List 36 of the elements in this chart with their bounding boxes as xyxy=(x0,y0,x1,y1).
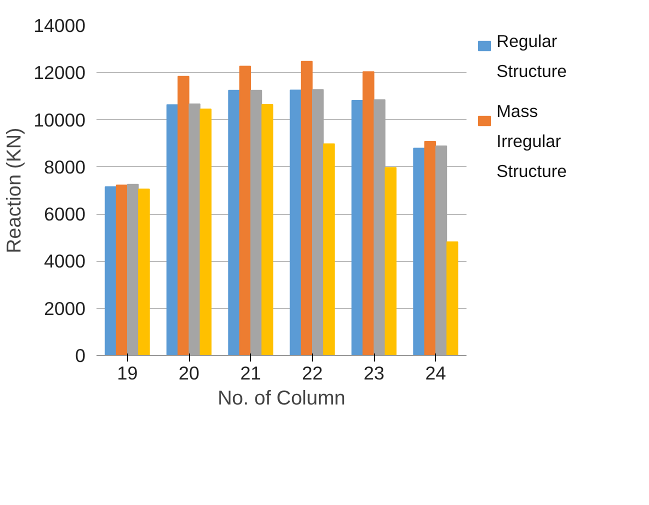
x-tick-label: 20 xyxy=(178,362,200,384)
bar xyxy=(116,184,128,356)
x-tick-label: 24 xyxy=(425,362,446,384)
y-tick-label: 10000 xyxy=(34,109,86,130)
x-tick-label: 19 xyxy=(116,362,138,384)
y-tick-label: 4000 xyxy=(44,250,86,272)
bar xyxy=(424,140,436,356)
bar xyxy=(138,188,150,356)
bar xyxy=(261,104,274,356)
bar xyxy=(413,148,425,356)
bar xyxy=(351,100,364,356)
y-tick-label: 12000 xyxy=(34,62,86,84)
y-tick-label: 14000 xyxy=(34,15,86,36)
legend-label: Regular Structure xyxy=(496,30,567,81)
x-tick-label: 21 xyxy=(240,362,262,384)
bar xyxy=(290,90,302,356)
bar xyxy=(166,104,178,356)
bar xyxy=(384,167,397,356)
x-tick-label: 22 xyxy=(302,362,323,384)
legend-label: Mass Irregular Structure xyxy=(496,101,567,182)
bar xyxy=(178,76,190,356)
bar xyxy=(239,66,251,356)
x-axis-title: No. of Column xyxy=(218,388,346,410)
x-tick-label: 23 xyxy=(364,362,384,384)
bar xyxy=(323,143,335,356)
y-tick-label: 0 xyxy=(75,345,86,366)
y-tick-label: 8000 xyxy=(44,156,86,178)
bar xyxy=(362,71,374,356)
bar xyxy=(446,241,458,356)
bar xyxy=(300,60,313,356)
bar xyxy=(200,108,212,356)
bar xyxy=(104,186,117,356)
bar xyxy=(228,90,240,356)
y-tick-label: 2000 xyxy=(44,298,86,319)
y-tick-label: 6000 xyxy=(44,204,86,225)
y-axis-title: Reaction (KN) xyxy=(4,128,26,254)
